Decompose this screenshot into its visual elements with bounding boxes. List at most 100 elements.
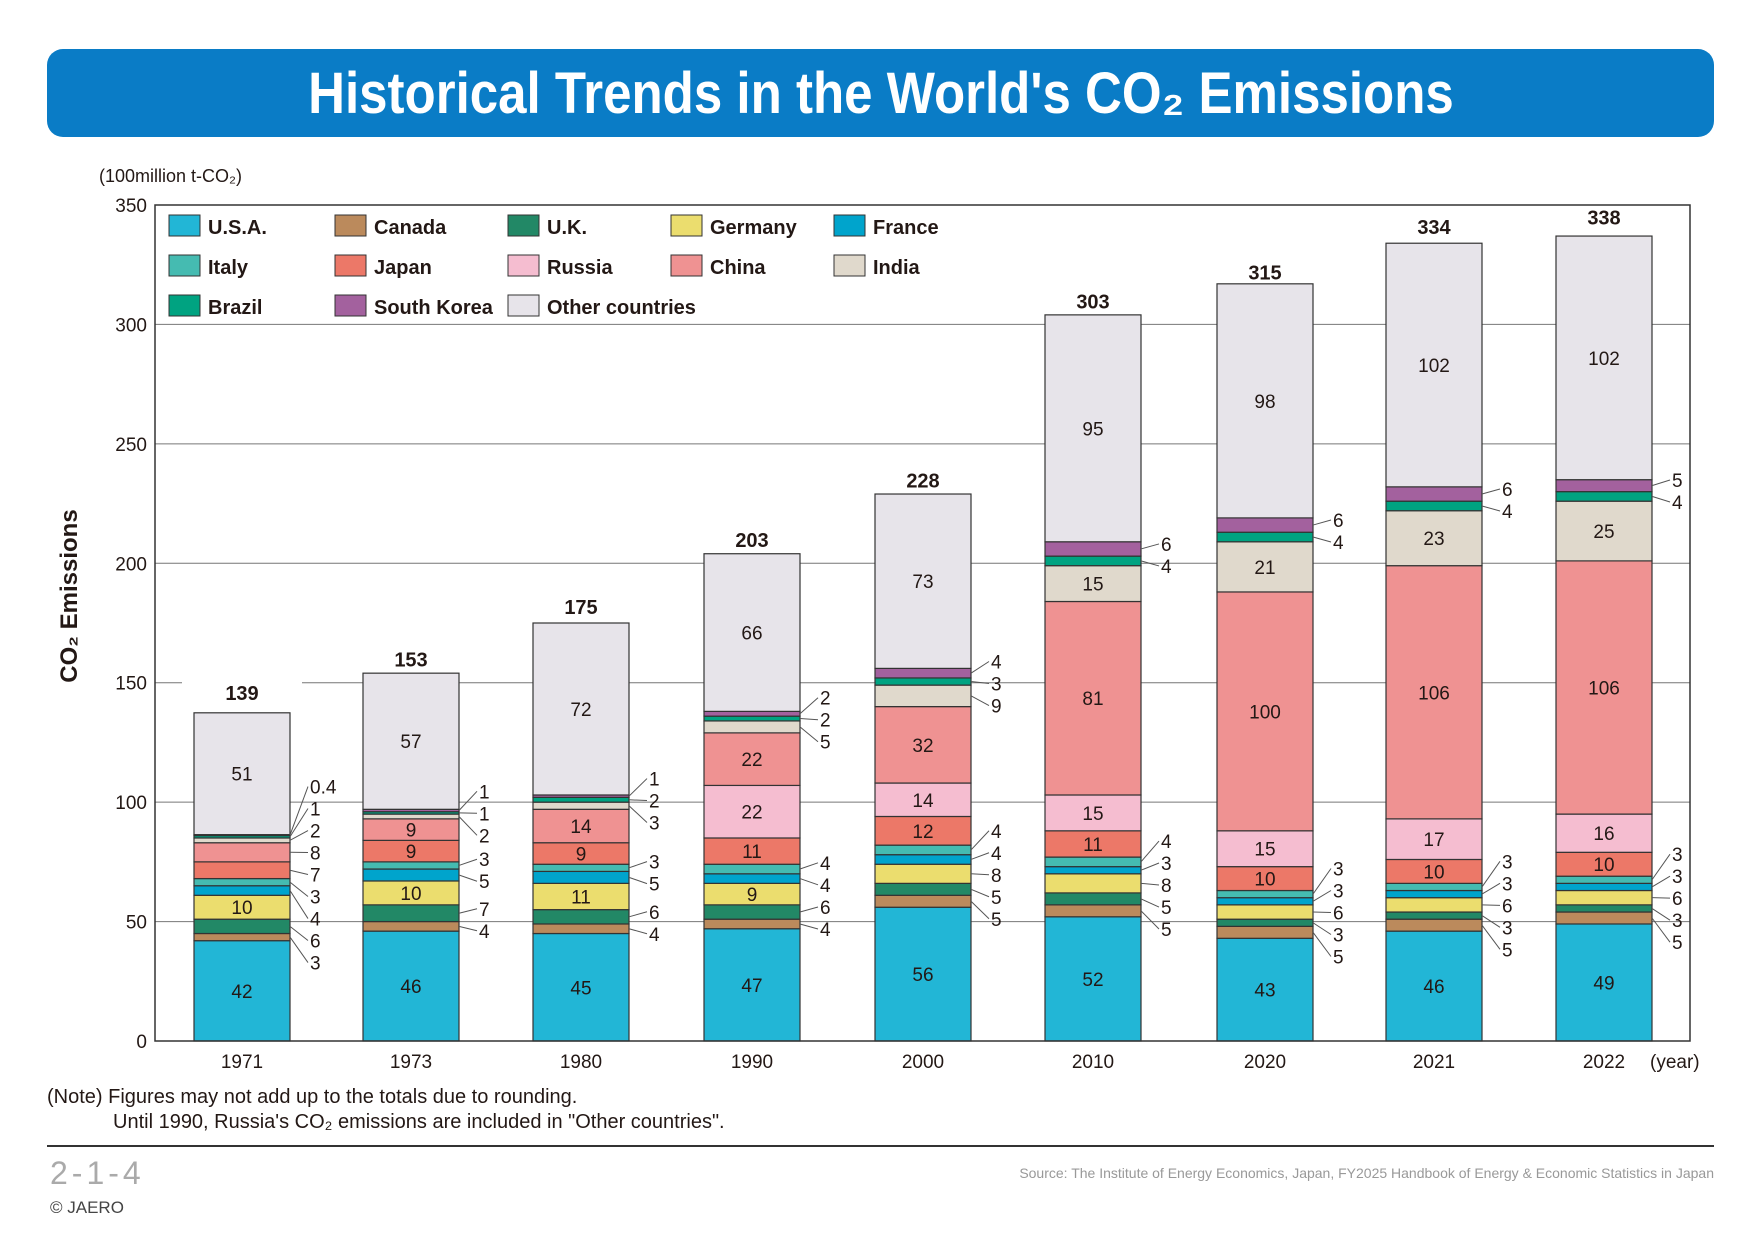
legend-swatch — [670, 254, 703, 277]
footer-divider — [47, 1145, 1714, 1147]
x-tick-label: 2000 — [902, 1052, 944, 1073]
bar-segment-india — [532, 801, 630, 810]
leader-line — [799, 923, 819, 930]
bar-segment-u-k- — [1044, 892, 1142, 906]
bar-segment-india — [703, 720, 801, 734]
bar-segment-other-countries — [193, 712, 291, 836]
bar-segment-india — [1216, 541, 1314, 593]
data-label: 66 — [741, 624, 762, 645]
bar-segment-canada — [532, 923, 630, 935]
total-label-bg — [863, 458, 983, 493]
data-label: 72 — [570, 700, 591, 721]
leader-line — [1140, 840, 1160, 863]
bar-segment-russia — [1044, 794, 1142, 832]
data-label: 6 — [1333, 903, 1344, 924]
leader-line — [289, 830, 309, 841]
bar-segment-india — [1044, 565, 1142, 603]
bar-segment-canada — [703, 918, 801, 930]
data-label: 14 — [570, 817, 592, 838]
leader-line — [970, 888, 990, 898]
bar-segment-india — [874, 684, 972, 708]
data-label: 15 — [1082, 575, 1103, 596]
data-label: 10 — [1593, 855, 1614, 876]
bar-segment-china — [1044, 600, 1142, 796]
legend-label: France — [873, 217, 939, 239]
data-label: 5 — [1672, 933, 1683, 954]
data-label: 3 — [649, 814, 660, 835]
bar-segment-u-s-a- — [193, 940, 291, 1042]
bar-segment-italy — [1555, 875, 1653, 884]
data-label: 8 — [1161, 876, 1172, 897]
bar-segment-france — [1385, 889, 1483, 899]
bar-segment-u-k- — [703, 904, 801, 920]
data-label: 8 — [310, 844, 321, 865]
data-label: 9 — [747, 885, 758, 906]
leader-line — [1312, 932, 1332, 957]
bar-segment-canada — [362, 920, 460, 932]
bar-segment-brazil — [532, 796, 630, 803]
bar-segment-italy — [193, 877, 291, 887]
bar-segment-italy — [1385, 882, 1483, 892]
data-label: 4 — [820, 876, 831, 897]
leader-line — [289, 881, 309, 897]
data-label: 6 — [649, 903, 660, 924]
bar-segment-france — [532, 870, 630, 884]
x-tick-label: 1971 — [221, 1052, 263, 1073]
data-label: 8 — [991, 866, 1002, 887]
plot-frame — [154, 204, 1691, 1042]
data-label: 4 — [1161, 557, 1172, 578]
bar-segment-other-countries — [1555, 235, 1653, 481]
leader-line — [1140, 862, 1160, 871]
legend-label: Germany — [710, 217, 798, 239]
y-tick-label: 350 — [115, 196, 147, 217]
data-label: 3 — [1333, 925, 1344, 946]
leader-line — [799, 862, 819, 870]
bar-segment-canada — [193, 932, 291, 942]
legend-swatch — [168, 294, 201, 317]
data-label: 7 — [479, 900, 490, 921]
data-label: 10 — [1423, 862, 1444, 883]
leader-line — [970, 873, 990, 876]
data-label: 3 — [649, 853, 660, 874]
leader-line — [1140, 898, 1160, 908]
bar-segment-brazil — [1216, 531, 1314, 543]
bar-segment-france — [193, 885, 291, 896]
bar-segment-germany — [532, 882, 630, 911]
bar-segment-france — [362, 868, 460, 882]
bar-segment-u-s-a- — [1216, 937, 1314, 1042]
data-label: 4 — [649, 925, 660, 946]
leader-line — [1651, 875, 1671, 888]
leader-line — [628, 805, 648, 823]
data-label: 106 — [1418, 683, 1450, 704]
bar-segment-italy — [1044, 856, 1142, 868]
legend-swatch — [833, 214, 866, 237]
total-label: 303 — [1076, 291, 1109, 313]
bar-segment-canada — [874, 894, 972, 908]
data-label: 52 — [1082, 970, 1103, 991]
leader-line — [1312, 890, 1332, 902]
x-tick-label: 2021 — [1413, 1052, 1455, 1073]
data-label: 2 — [820, 689, 831, 710]
data-label: 4 — [991, 822, 1002, 843]
legend-label: Other countries — [547, 297, 696, 319]
leader-line — [970, 830, 990, 851]
bar-segment-south-korea — [1385, 486, 1483, 502]
bar-segment-canada — [1385, 918, 1483, 932]
legend-swatch — [507, 214, 540, 237]
data-label: 5 — [991, 910, 1002, 931]
leader-line — [289, 869, 309, 876]
bar-segment-germany — [1385, 897, 1483, 913]
data-label: 15 — [1254, 840, 1275, 861]
data-label: 3 — [310, 954, 321, 975]
leader-line — [970, 852, 990, 860]
data-label: 6 — [820, 898, 831, 919]
leader-line — [1140, 560, 1160, 567]
data-label: 46 — [1423, 977, 1444, 998]
data-label: 6 — [1672, 889, 1683, 910]
bar-segment-india — [362, 813, 460, 820]
data-label: 6 — [1502, 896, 1513, 917]
leader-line — [1651, 495, 1671, 503]
x-tick-label: 1973 — [390, 1052, 432, 1073]
data-label: 6 — [1161, 535, 1172, 556]
data-label: 5 — [820, 733, 831, 754]
